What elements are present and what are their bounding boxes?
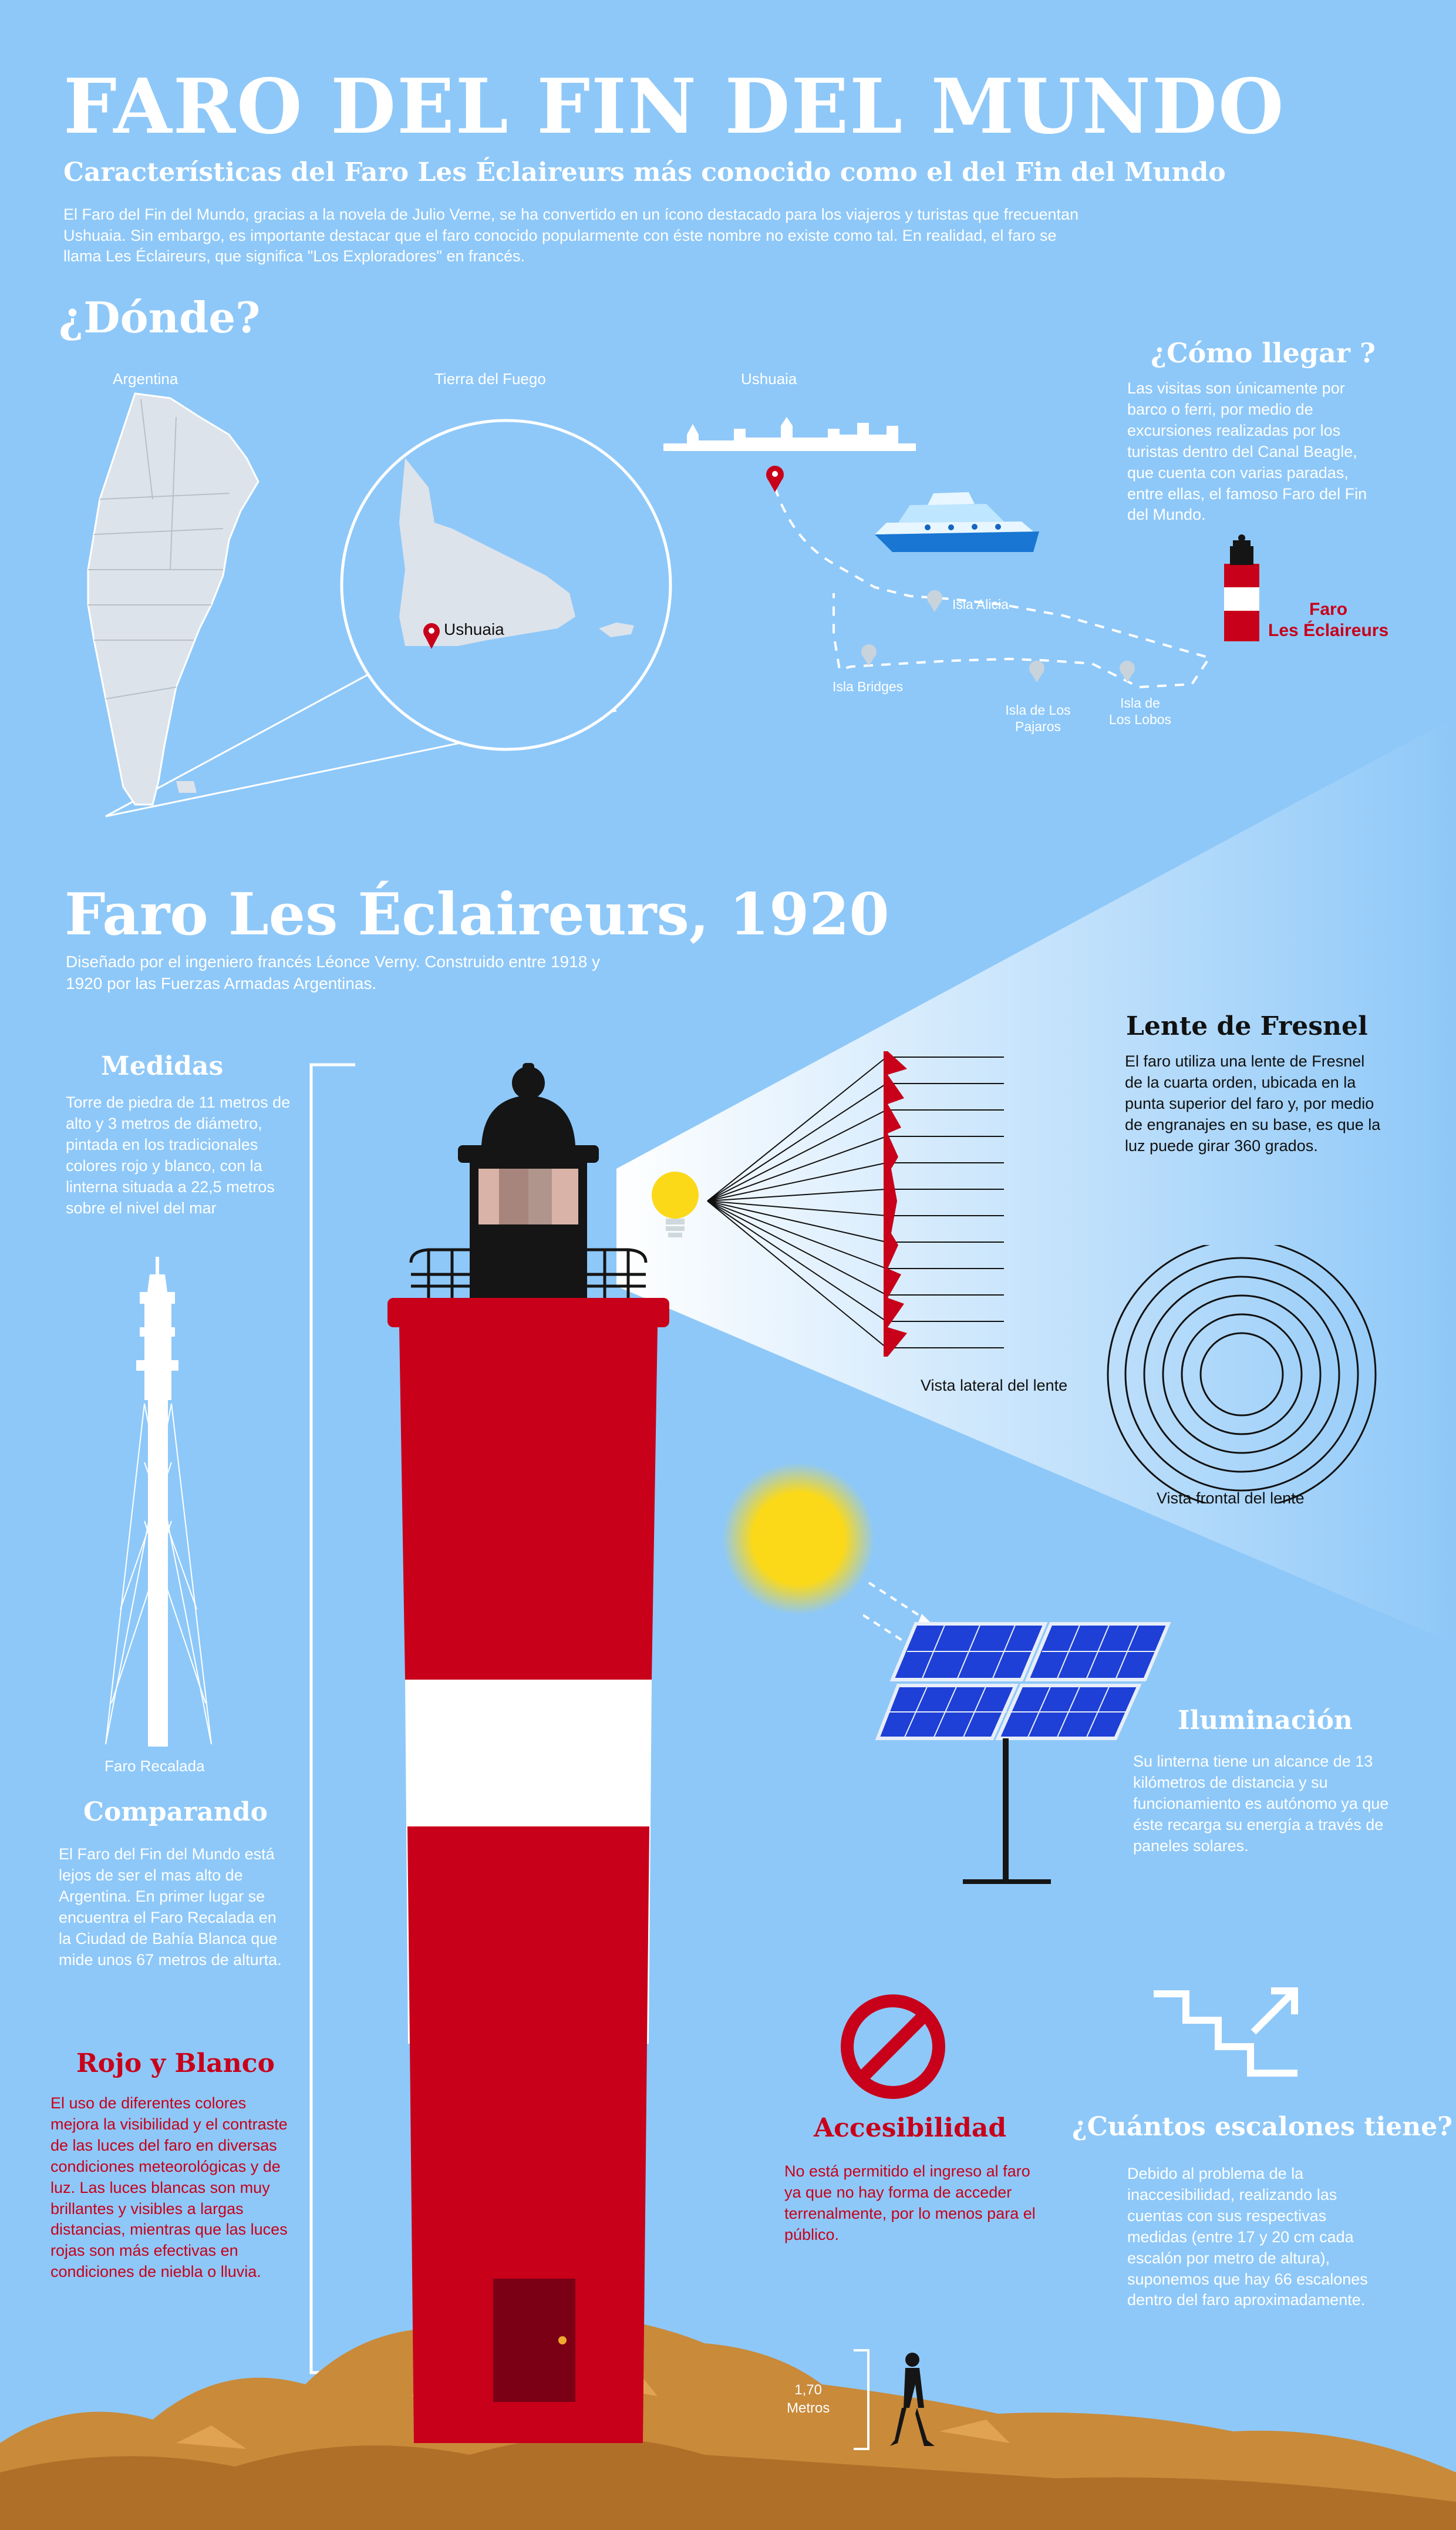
accesibilidad-text: No está permitido el ingreso al faro ya … xyxy=(784,2162,1036,2243)
small-lighthouse-illustration xyxy=(1224,534,1259,641)
argentina-shape xyxy=(87,392,259,806)
rocky-ground xyxy=(0,2316,1456,2530)
isla-pajaros-label: Isla de Los Pajaros xyxy=(1005,702,1071,734)
main-lighthouse-illustration xyxy=(387,1063,669,2443)
solar-panel-illustration xyxy=(875,1622,1171,1884)
faro-description: Diseñado por el ingeniero francés Léonce… xyxy=(66,953,601,993)
vista-lateral-label: Vista lateral del lente xyxy=(921,1377,1068,1394)
iluminacion-text: Su linterna tiene un alcance de 13 kilóm… xyxy=(1133,1752,1389,1855)
ushuaia-route-pin-icon xyxy=(766,466,784,492)
ushuaia-skyline-illustration xyxy=(663,417,916,451)
page-subtitle: Características del Faro Les Éclaireurs … xyxy=(63,157,1226,187)
iluminacion-heading: Iluminación xyxy=(1178,1705,1353,1735)
medidas-text: Torre de piedra de 11 metros de alto y 3… xyxy=(66,1094,291,1217)
argentina-map-illustration xyxy=(87,392,672,817)
person-illustration xyxy=(854,2349,935,2450)
rojo-blanco-text: El uso de diferentes colores mejora la v… xyxy=(50,2094,288,2281)
height-bracket xyxy=(309,1063,355,2374)
como-llegar-heading: ¿Cómo llegar ? xyxy=(1151,337,1376,369)
ushuaia-pin-icon xyxy=(423,623,440,649)
stairs-icon xyxy=(1154,1987,1298,2077)
faro-heading: Faro Les Éclaireurs, 1920 xyxy=(65,881,889,948)
isla-alicia-pin-icon xyxy=(927,590,942,612)
faro-recalada-illustration xyxy=(105,1257,212,1747)
isla-lobos-pin-icon xyxy=(1120,661,1135,682)
isla-bridges-pin-icon xyxy=(861,644,877,666)
isla-bridges-label: Isla Bridges xyxy=(833,679,904,694)
escalones-heading: ¿Cuántos escalones tiene? xyxy=(1072,2112,1453,2142)
escalones-text: Debido al problema de la inaccesibilidad… xyxy=(1127,2165,1368,2309)
fresnel-text: El faro utiliza una lente de Fresnel de … xyxy=(1125,1052,1381,1155)
route-map xyxy=(766,466,1259,689)
sun-icon xyxy=(722,1462,875,1615)
donde-heading: ¿Dónde? xyxy=(59,292,261,342)
vista-frontal-label: Vista frontal del lente xyxy=(1157,1489,1305,1507)
tierra-del-fuego-label: Tierra del Fuego xyxy=(434,370,546,388)
boat-illustration xyxy=(875,492,1039,552)
comparando-text: El Faro del Fin del Mundo está lejos de … xyxy=(59,1845,282,1969)
faro-les-eclaireurs-label: Faro Les Éclaireurs xyxy=(1268,600,1389,640)
argentina-label: Argentina xyxy=(113,370,178,388)
rojo-blanco-heading: Rojo y Blanco xyxy=(76,2048,275,2078)
intro-text: El Faro del Fin del Mundo, gracias a la … xyxy=(63,206,1079,265)
page-title: FARO DEL FIN DEL MUNDO xyxy=(63,63,1285,151)
person-height-label: 1,70 Metros xyxy=(787,2382,830,2417)
accesibilidad-heading: Accesibilidad xyxy=(814,2113,1007,2143)
fresnel-heading: Lente de Fresnel xyxy=(1126,1011,1368,1041)
tierra-del-fuego-shape xyxy=(399,458,575,646)
comparando-heading: Comparando xyxy=(83,1797,268,1827)
como-llegar-text: Las visitas son únicamente por barco o f… xyxy=(1127,379,1367,524)
isla-pajaros-pin-icon xyxy=(1029,661,1044,682)
isla-alicia-label: Isla Alicia xyxy=(952,597,1009,612)
fresnel-frontal-illustration xyxy=(1107,1245,1377,1503)
lightbulb-icon xyxy=(652,1172,699,1237)
ushuaia-city-label: Ushuaia xyxy=(741,370,797,388)
medidas-heading: Medidas xyxy=(101,1051,224,1081)
ushuaia-pin-label: Ushuaia xyxy=(444,620,504,638)
no-entry-icon xyxy=(841,1994,945,2099)
isla-lobos-label: Isla de Los Lobos xyxy=(1108,695,1172,727)
fresnel-lateral-illustration xyxy=(707,1051,1004,1357)
faro-recalada-label: Faro Recalada xyxy=(105,1757,205,1775)
